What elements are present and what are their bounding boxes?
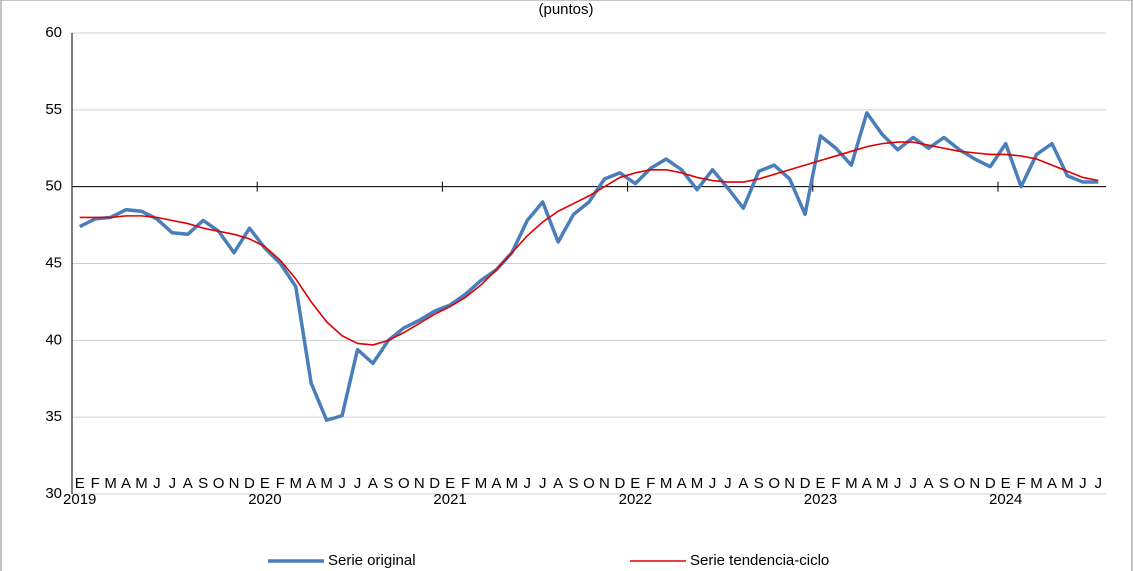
x-tick-label: A bbox=[306, 475, 316, 492]
year-label: 2024 bbox=[989, 491, 1022, 508]
x-tick-label: M bbox=[104, 475, 117, 492]
x-tick-label: D bbox=[244, 475, 255, 492]
x-tick-label: E bbox=[1001, 475, 1011, 492]
x-tick-label: J bbox=[894, 475, 902, 492]
x-tick-label: O bbox=[583, 475, 595, 492]
x-tick-label: E bbox=[445, 475, 455, 492]
x-tick-label: E bbox=[75, 475, 85, 492]
year-label: 2019 bbox=[63, 491, 96, 508]
x-tick-label: E bbox=[630, 475, 640, 492]
x-tick-label: M bbox=[320, 475, 333, 492]
x-tick-label: F bbox=[831, 475, 840, 492]
x-tick-label: M bbox=[1030, 475, 1043, 492]
x-tick-label: A bbox=[368, 475, 378, 492]
x-tick-label: O bbox=[954, 475, 966, 492]
x-tick-label: A bbox=[738, 475, 748, 492]
x-tick-label: F bbox=[276, 475, 285, 492]
x-tick-label: F bbox=[646, 475, 655, 492]
series-line bbox=[79, 141, 1099, 346]
x-tick-label: M bbox=[475, 475, 488, 492]
x-tick-label: J bbox=[909, 475, 917, 492]
x-tick-label: D bbox=[800, 475, 811, 492]
x-tick-label: O bbox=[213, 475, 225, 492]
x-tick-label: A bbox=[553, 475, 563, 492]
x-tick-label: E bbox=[260, 475, 270, 492]
x-tick-label: N bbox=[969, 475, 980, 492]
x-tick-label: A bbox=[1047, 475, 1057, 492]
x-tick-label: M bbox=[876, 475, 889, 492]
chart-title: (puntos) bbox=[538, 1, 593, 18]
year-label: 2020 bbox=[248, 491, 281, 508]
x-tick-label: M bbox=[691, 475, 704, 492]
x-tick-label: J bbox=[539, 475, 547, 492]
y-tick-label: 45 bbox=[45, 254, 62, 271]
y-tick-label: 35 bbox=[45, 408, 62, 425]
x-tick-label: J bbox=[354, 475, 362, 492]
x-tick-label: D bbox=[429, 475, 440, 492]
y-tick-label: 55 bbox=[45, 101, 62, 118]
legend-label: Serie original bbox=[328, 552, 416, 569]
x-tick-label: M bbox=[135, 475, 148, 492]
x-tick-label: A bbox=[924, 475, 934, 492]
x-tick-label: N bbox=[414, 475, 425, 492]
x-tick-label: J bbox=[169, 475, 177, 492]
x-tick-label: N bbox=[784, 475, 795, 492]
x-tick-label: S bbox=[939, 475, 949, 492]
x-tick-label: J bbox=[338, 475, 346, 492]
x-tick-label: J bbox=[153, 475, 161, 492]
x-tick-label: F bbox=[91, 475, 100, 492]
x-tick-label: J bbox=[1079, 475, 1087, 492]
y-tick-label: 50 bbox=[45, 178, 62, 195]
year-label: 2023 bbox=[804, 491, 837, 508]
x-tick-label: M bbox=[290, 475, 303, 492]
x-tick-label: F bbox=[1017, 475, 1026, 492]
x-tick-label: O bbox=[398, 475, 410, 492]
x-tick-label: N bbox=[599, 475, 610, 492]
legend-label: Serie tendencia-ciclo bbox=[690, 552, 829, 569]
x-tick-label: M bbox=[845, 475, 858, 492]
x-tick-label: J bbox=[1095, 475, 1103, 492]
x-tick-label: E bbox=[815, 475, 825, 492]
x-tick-label: N bbox=[229, 475, 240, 492]
x-tick-label: J bbox=[724, 475, 732, 492]
x-tick-label: S bbox=[198, 475, 208, 492]
y-tick-label: 30 bbox=[45, 485, 62, 502]
x-tick-label: M bbox=[660, 475, 673, 492]
x-tick-label: A bbox=[491, 475, 501, 492]
x-tick-label: M bbox=[1061, 475, 1074, 492]
x-tick-label: A bbox=[862, 475, 872, 492]
year-label: 2022 bbox=[619, 491, 652, 508]
x-tick-label: F bbox=[461, 475, 470, 492]
y-tick-label: 40 bbox=[45, 331, 62, 348]
series-line bbox=[78, 111, 1099, 422]
x-tick-label: D bbox=[614, 475, 625, 492]
x-tick-label: M bbox=[506, 475, 519, 492]
x-tick-label: J bbox=[524, 475, 532, 492]
x-tick-label: J bbox=[709, 475, 717, 492]
x-tick-label: S bbox=[383, 475, 393, 492]
x-tick-label: D bbox=[985, 475, 996, 492]
x-tick-label: A bbox=[183, 475, 193, 492]
x-tick-label: S bbox=[754, 475, 764, 492]
x-tick-label: S bbox=[569, 475, 579, 492]
x-tick-label: A bbox=[677, 475, 687, 492]
x-tick-label: A bbox=[121, 475, 131, 492]
x-tick-label: O bbox=[768, 475, 780, 492]
y-tick-label: 60 bbox=[45, 24, 62, 41]
year-label: 2021 bbox=[433, 491, 466, 508]
